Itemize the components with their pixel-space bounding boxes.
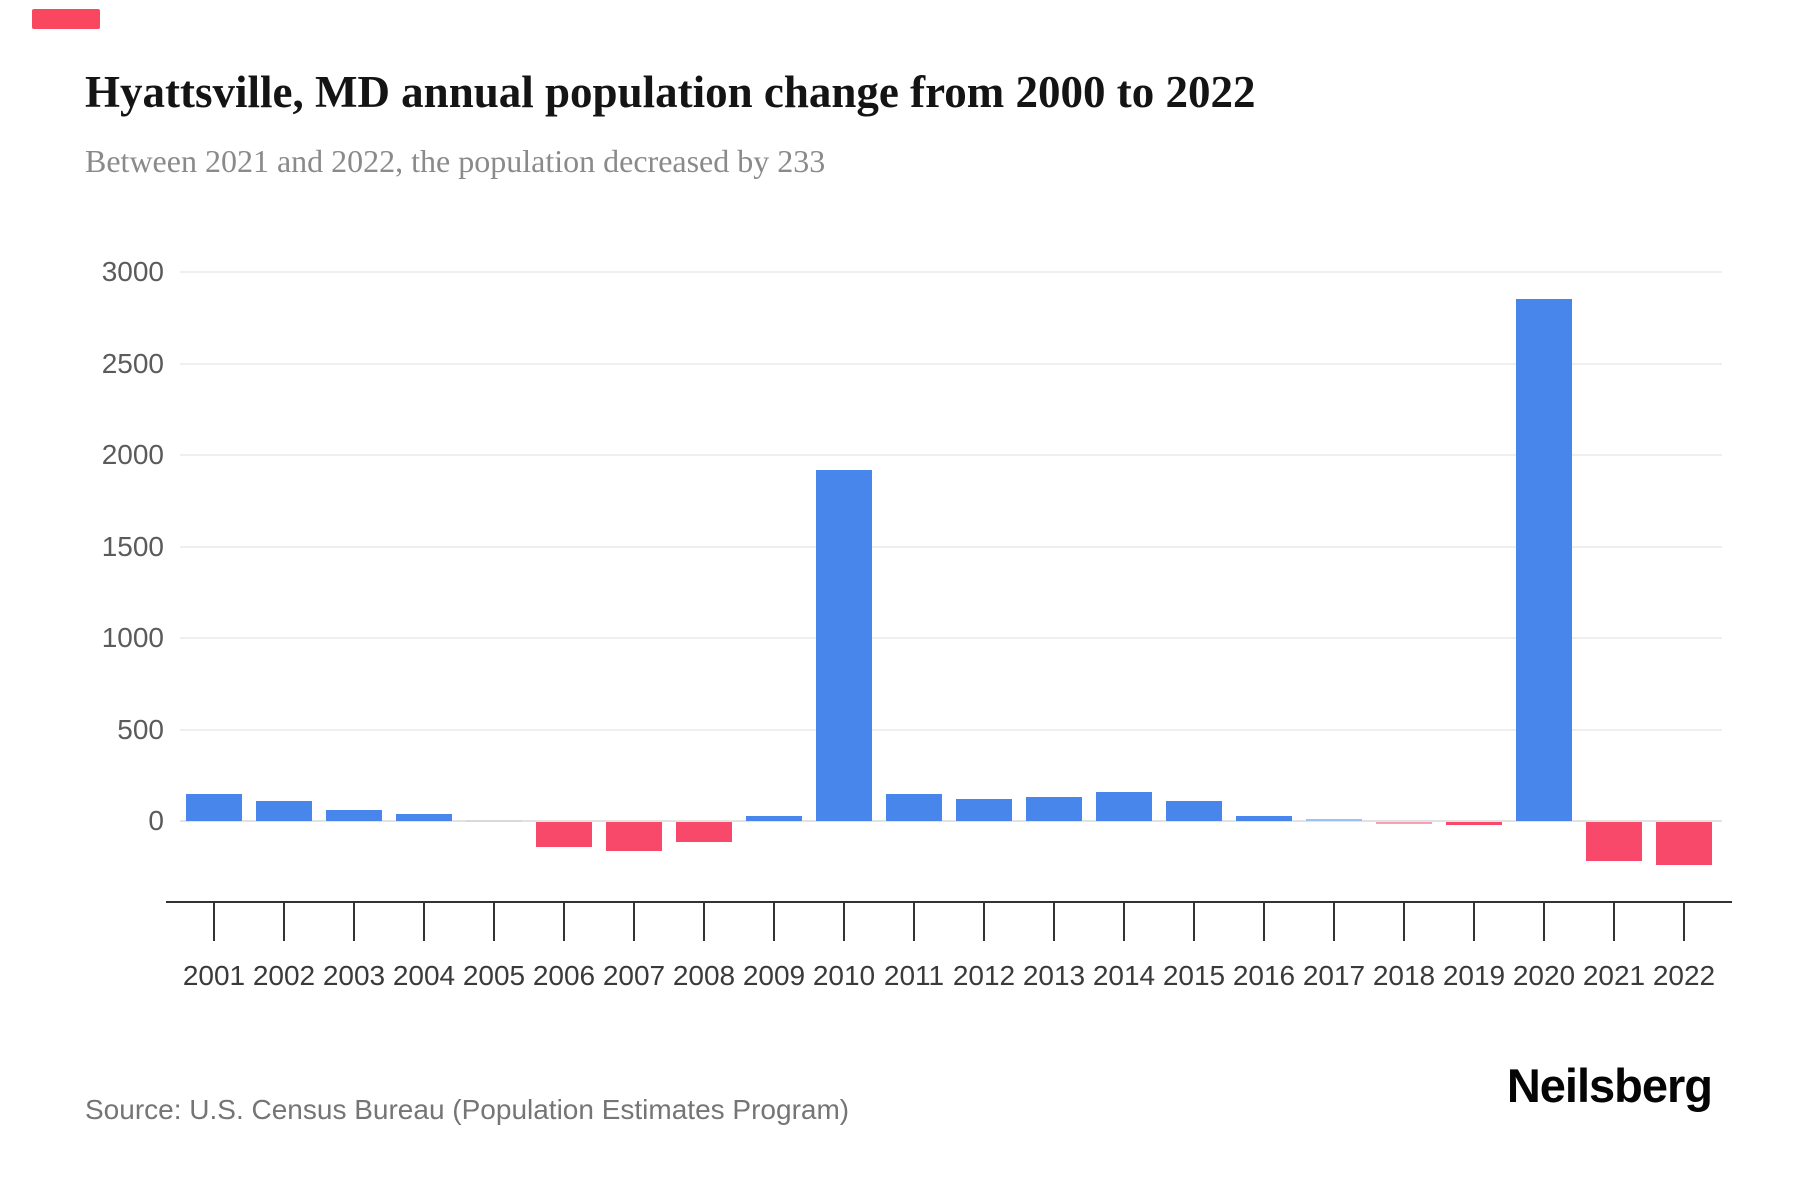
x-axis-label-2014: 2014: [1092, 960, 1156, 991]
x-axis-label-2021: 2021: [1582, 960, 1646, 991]
bar-2010[interactable]: [816, 470, 872, 821]
gridline-2500: [180, 362, 1722, 365]
x-axis-label-2010: 2010: [812, 960, 876, 991]
x-axis-label-2005: 2005: [462, 960, 526, 991]
bar-2009[interactable]: [746, 815, 802, 821]
bar-2014[interactable]: [1096, 791, 1152, 821]
x-axis-tick: [1263, 903, 1265, 941]
chart-subtitle: Between 2021 and 2022, the population de…: [85, 143, 826, 179]
bar-chart-plot-area: 0 500 1000 1500 2000 2500 3000 2001 2002 2003 2004…: [101, 256, 1732, 991]
x-axis-tick: [773, 903, 775, 941]
y-axis-tick-label: 0: [148, 805, 164, 836]
x-axis-tick: [423, 903, 425, 941]
bar-2012[interactable]: [956, 799, 1012, 821]
x-axis-tick: [1543, 903, 1545, 941]
y-axis-tick-label: 1000: [101, 622, 164, 653]
bar-2007[interactable]: [606, 822, 662, 852]
bar-2003[interactable]: [326, 810, 382, 821]
x-axis-label-2013: 2013: [1022, 960, 1086, 991]
bar-2021[interactable]: [1586, 822, 1642, 862]
gridline-0: [180, 820, 1722, 822]
x-axis-tick: [1473, 903, 1475, 941]
x-axis-tick: [1053, 903, 1055, 941]
x-axis-tick: [633, 903, 635, 941]
bar-2011[interactable]: [886, 793, 942, 821]
gridline-500: [180, 728, 1722, 731]
x-axis-label-2009: 2009: [742, 960, 806, 991]
y-axis-tick-label: 3000: [101, 256, 164, 287]
bar-2013[interactable]: [1026, 797, 1082, 821]
x-axis-label-2019: 2019: [1442, 960, 1506, 991]
y-axis-tick-label: 1500: [101, 530, 164, 562]
source-note: Source: U.S. Census Bureau (Population E…: [85, 1094, 850, 1125]
x-axis-label-2003: 2003: [322, 960, 386, 991]
x-axis-tick: [493, 903, 495, 941]
x-axis-tick: [1683, 903, 1685, 941]
bar-2006[interactable]: [536, 822, 592, 847]
bar-2019[interactable]: [1446, 822, 1502, 825]
x-axis-tick: [1193, 903, 1195, 941]
x-axis-tick: [1613, 903, 1615, 941]
bar-2020[interactable]: [1516, 299, 1572, 821]
x-axis-tick: [283, 903, 285, 941]
x-axis-label-2011: 2011: [883, 960, 945, 991]
x-axis-tick: [913, 903, 915, 941]
neilsberg-logo: Neilsberg: [1506, 1059, 1713, 1112]
x-axis-label-2002: 2002: [252, 960, 316, 991]
gridline-2000: [180, 454, 1722, 456]
bar-2017[interactable]: [1306, 819, 1362, 821]
y-axis-tick-label: 2500: [101, 347, 164, 379]
x-axis-label-2004: 2004: [392, 960, 456, 991]
x-axis-label-2022: 2022: [1652, 960, 1716, 991]
x-axis-label-2006: 2006: [532, 960, 596, 991]
bar-2004[interactable]: [396, 813, 452, 821]
x-axis-label-2018: 2018: [1372, 960, 1436, 991]
x-axis-label-2016: 2016: [1232, 960, 1296, 991]
x-axis-tick: [843, 903, 845, 941]
x-axis-label-2007: 2007: [602, 960, 666, 991]
x-axis-line: [166, 901, 1732, 903]
gridline-3000: [180, 271, 1722, 273]
x-axis-tick: [1123, 903, 1125, 941]
red-accent-mark: [32, 9, 100, 29]
x-axis-tick: [563, 903, 565, 941]
x-axis-label-2012: 2012: [952, 960, 1016, 991]
bar-2015[interactable]: [1166, 800, 1222, 821]
gridline-1500: [180, 545, 1722, 548]
chart-title: Hyattsville, MD annual population change…: [85, 67, 1256, 117]
x-axis-tick: [1333, 903, 1335, 941]
y-axis-tick-label: 500: [117, 713, 164, 745]
bar-2008[interactable]: [676, 822, 732, 843]
x-axis-label-2008: 2008: [672, 960, 736, 991]
bar-2016[interactable]: [1236, 816, 1292, 821]
bar-2001[interactable]: [186, 793, 242, 821]
x-axis-tick: [703, 903, 705, 941]
x-axis-label-2020: 2020: [1512, 960, 1576, 991]
gridline-1000: [180, 637, 1722, 639]
x-axis-label-2001: 2001: [182, 960, 246, 991]
bar-2018[interactable]: [1376, 822, 1432, 824]
x-axis-tick: [353, 903, 355, 941]
x-axis-tick: [1403, 903, 1405, 941]
y-axis-tick-label: 2000: [101, 439, 164, 470]
x-axis-label-2015: 2015: [1162, 960, 1226, 991]
bar-2022[interactable]: [1656, 822, 1712, 865]
x-axis-label-2017: 2017: [1302, 960, 1366, 991]
x-axis-tick: [983, 903, 985, 941]
bar-2005[interactable]: [466, 820, 522, 822]
x-axis-tick: [213, 903, 215, 941]
bar-2002[interactable]: [256, 800, 312, 821]
